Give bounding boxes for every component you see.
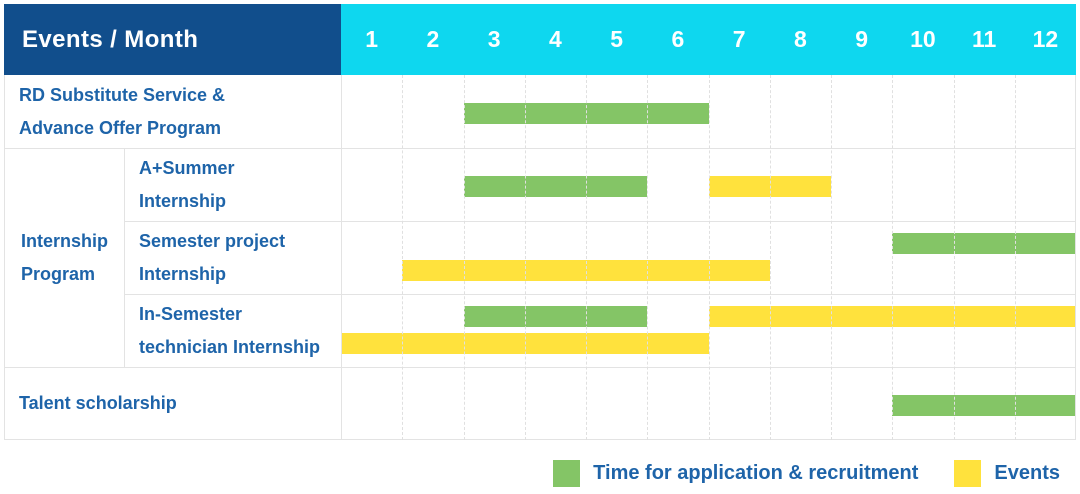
row-label-line: Talent scholarship [19,393,177,413]
month-header-cell: 12 [1032,26,1059,52]
gantt-row: Semester project Internship [4,221,1076,294]
row-label: Semester project Internship [124,221,341,294]
gantt-row: RD Substitute Service & Advance Offer Pro… [4,75,1076,148]
group-label: Internship Program [21,230,109,284]
gantt-row: A+Summer Internship [4,148,1076,221]
row-label-line: technician Internship [139,336,321,357]
legend-swatch-yellow-icon [954,459,982,487]
row-label-line: Semester project [139,230,286,251]
row-label-line: In-Semester [139,303,243,324]
legend-item-application-recruitment: Time for application & recruitment [553,459,919,487]
row-label: Talent scholarship [4,367,341,440]
month-header-cell: 9 [855,26,869,52]
month-header-cell: 6 [671,26,685,52]
row-label-line: RD Substitute Service & [19,84,226,105]
month-header-row: 1 2 3 4 5 6 7 8 9 10 11 12 [341,4,1076,75]
month-header-cell: 3 [487,26,501,52]
events-bar [341,333,709,354]
month-header-cell: 10 [910,26,936,52]
row-label: A+Summer Internship [124,148,341,221]
gantt-table: Events / Month 1 2 3 4 5 6 7 8 9 10 11 12 RD Substi… [4,4,1076,440]
events-bar [708,176,831,197]
row-label-line: A+Summer [139,157,235,178]
row-label: In-Semester technician Internship [124,294,341,367]
gantt-row: Talent scholarship [4,367,1076,440]
month-header-cell: 4 [548,26,562,52]
month-header-cell: 5 [610,26,624,52]
application-recruitment-bar [463,306,648,327]
month-header-cell: 2 [426,26,440,52]
month-header-cell: 8 [793,26,807,52]
legend-swatch-green-icon [553,459,581,487]
month-header-cell: 11 [971,26,997,52]
month-header-cell: 1 [365,26,379,52]
row-label-line: Internship [139,190,227,211]
application-recruitment-bar [463,176,648,197]
month-header-cell: 7 [732,26,746,52]
legend-label: Events [994,461,1060,484]
legend: Time for application & recruitment Event… [553,458,1060,488]
application-recruitment-bar [892,233,1076,254]
group-cell-internship-program: Internship Program [5,148,124,367]
legend-item-events: Events [954,459,1060,487]
application-recruitment-bar [463,103,709,124]
events-bar [708,306,1076,327]
row-label-line: Internship [139,263,227,284]
row-label-line: Advance Offer Program [19,117,222,138]
table-header-cell: Events / Month [4,4,341,75]
legend-label: Time for application & recruitment [593,461,919,484]
gantt-row: In-Semester technician Internship [4,294,1076,367]
gantt-body: RD Substitute Service & Advance Offer Pro… [4,4,1076,440]
application-recruitment-bar [892,395,1076,416]
events-bar [402,260,770,281]
row-label: RD Substitute Service & Advance Offer Pro… [4,75,341,148]
header-title: Events / Month [22,25,199,53]
